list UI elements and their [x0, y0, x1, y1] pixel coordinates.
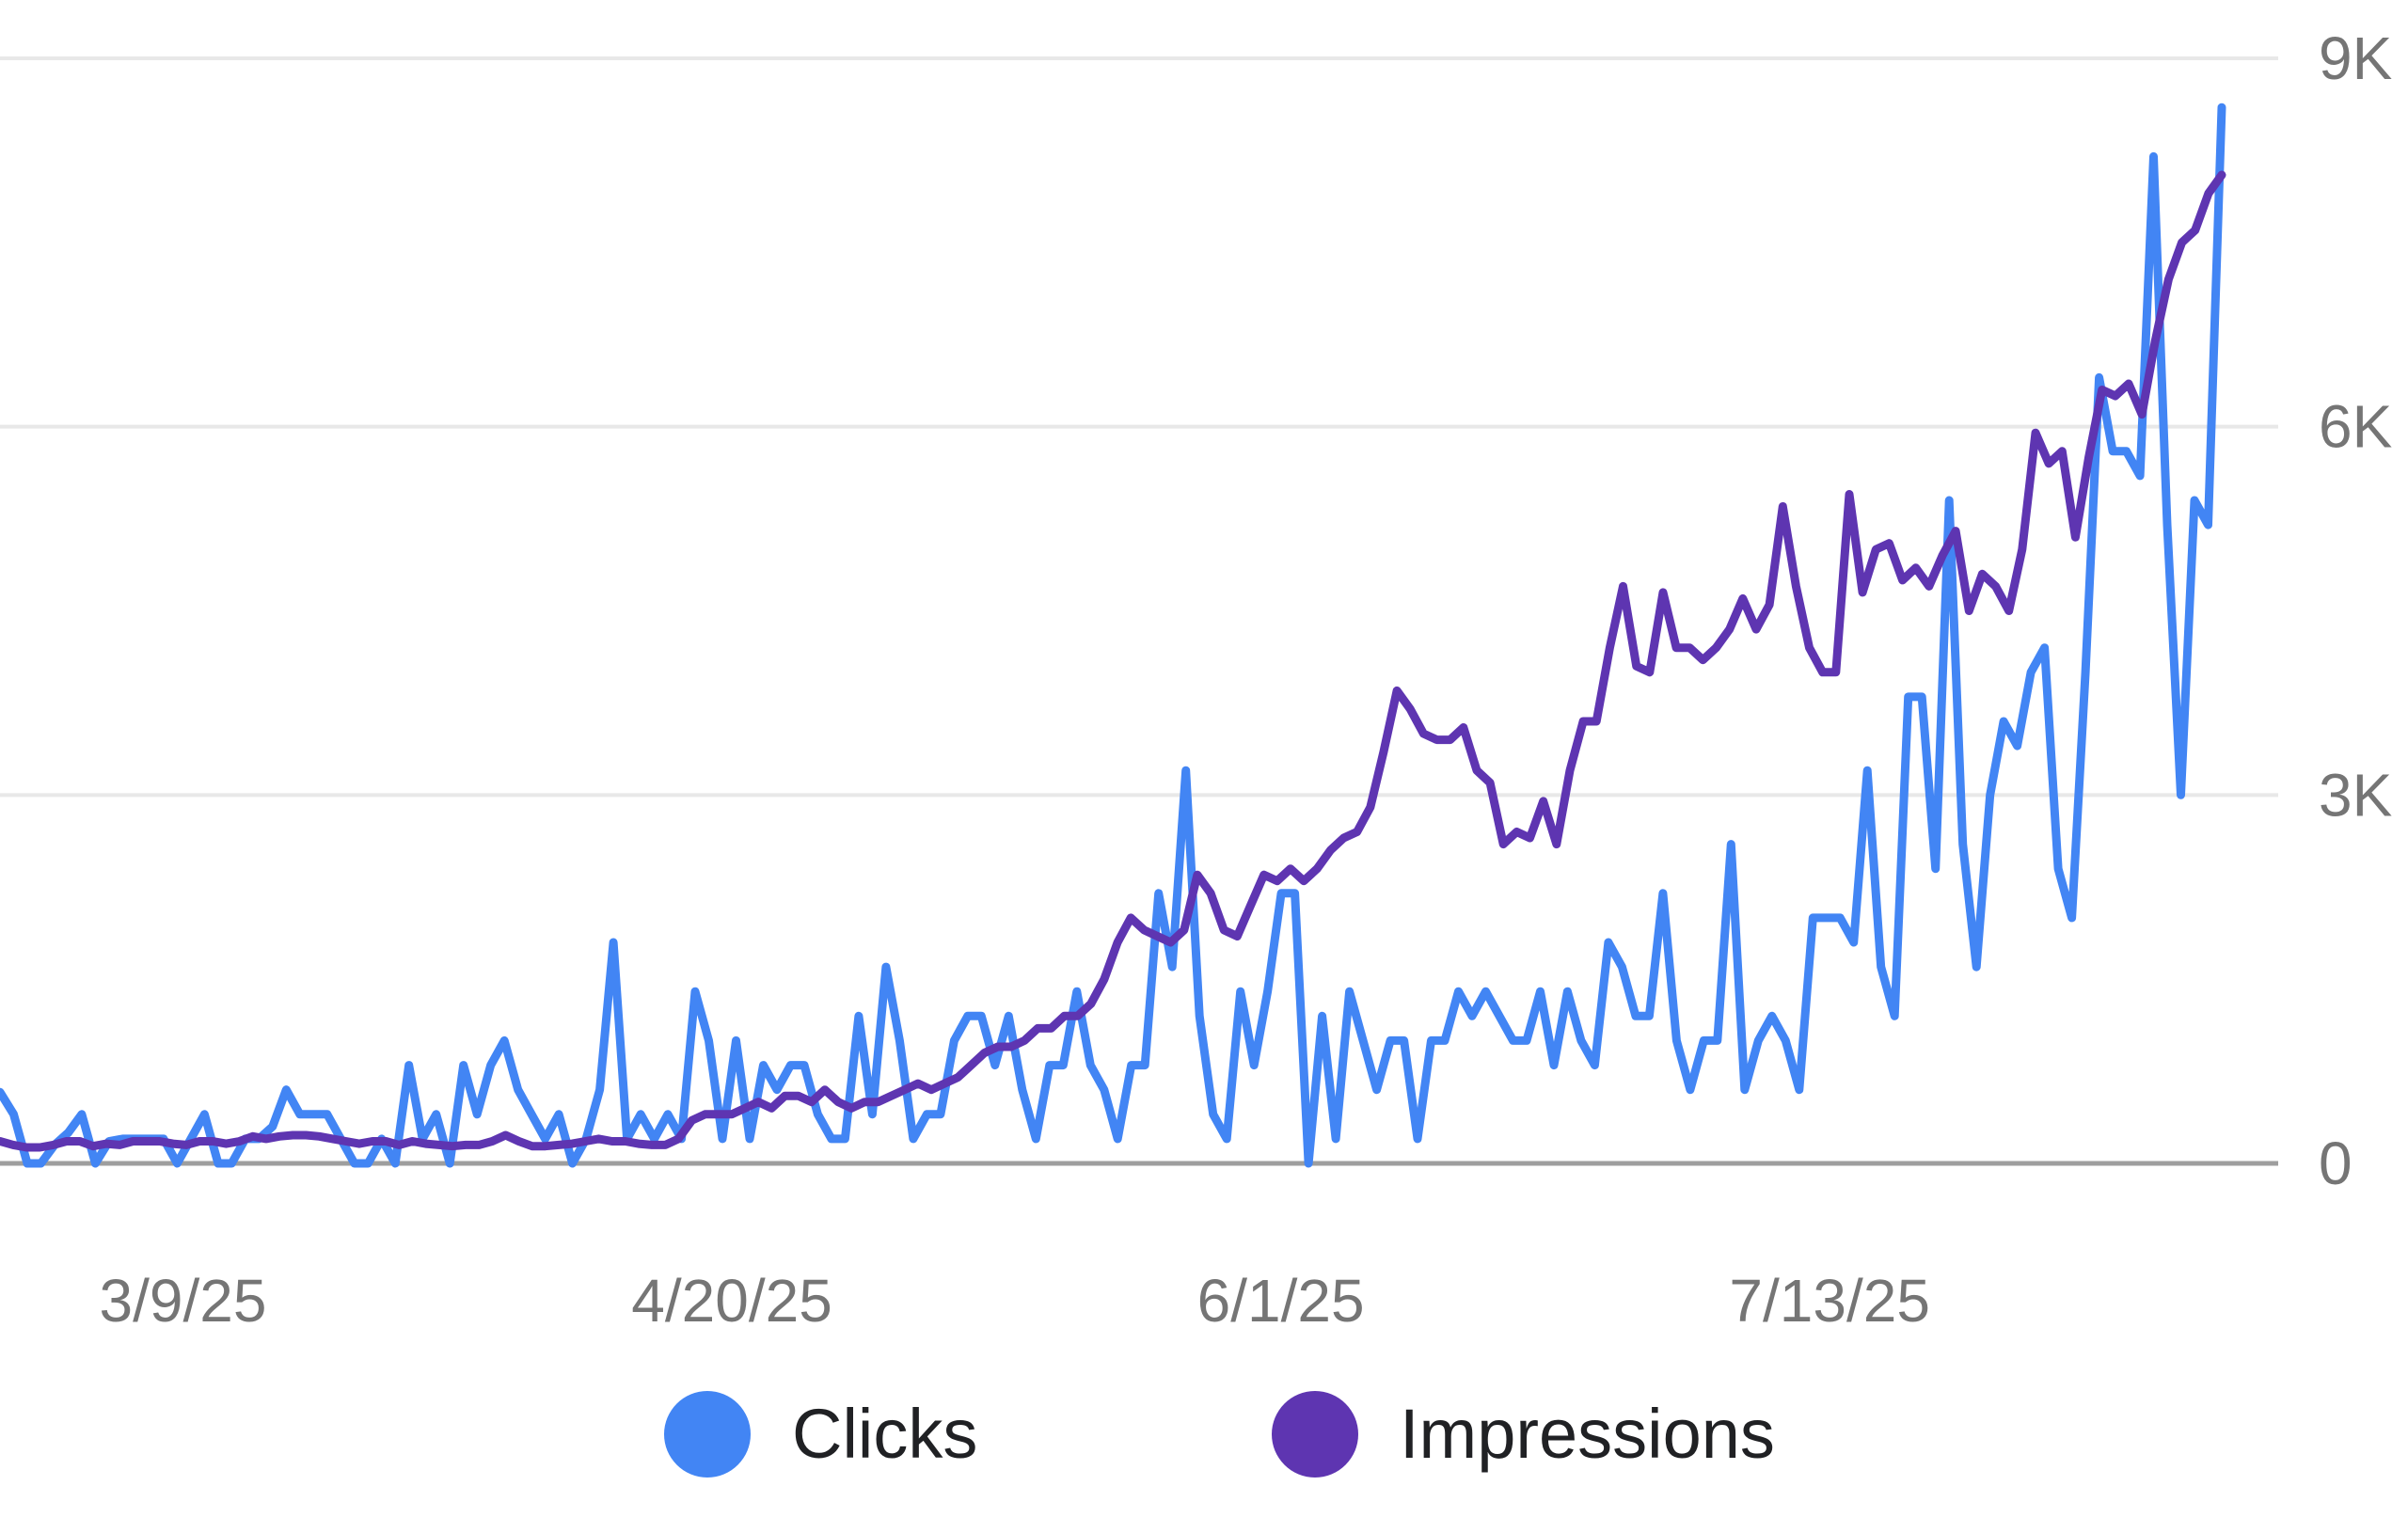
y-tick-label: 0: [2319, 1130, 2353, 1197]
x-axis-ticks: 3/9/25 4/20/25 6/1/25 7/13/25: [100, 1267, 1930, 1335]
legend-label: Clicks: [792, 1395, 977, 1473]
legend-label: Impressions: [1400, 1395, 1775, 1473]
x-tick-label: 6/1/25: [1197, 1267, 1365, 1335]
series-line-clicks: [0, 103, 2226, 1168]
x-tick-label: 3/9/25: [100, 1267, 267, 1335]
legend[interactable]: Clicks Impressions: [664, 1391, 1775, 1478]
x-tick-label: 4/20/25: [631, 1267, 832, 1335]
legend-item-impressions[interactable]: Impressions: [1272, 1391, 1775, 1478]
series-lines: [0, 103, 2226, 1168]
y-tick-label: 6K: [2319, 393, 2392, 461]
x-tick-label: 7/13/25: [1729, 1267, 1930, 1335]
legend-item-clicks[interactable]: Clicks: [664, 1391, 977, 1478]
series-line-impressions: [0, 170, 2226, 1152]
y-tick-label: 9K: [2319, 24, 2392, 92]
legend-swatch-icon: [664, 1391, 751, 1478]
y-tick-label: 3K: [2319, 761, 2392, 829]
legend-swatch-icon: [1272, 1391, 1358, 1478]
gridlines: [0, 56, 2278, 798]
y-axis-ticks: 0 3K 6K 9K: [2319, 24, 2392, 1197]
